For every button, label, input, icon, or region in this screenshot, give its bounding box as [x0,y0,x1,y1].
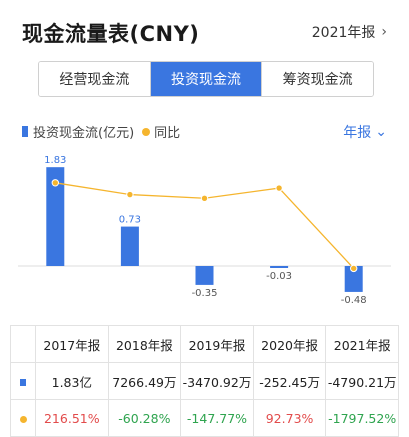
table-header-cell: 2020年报 [252,325,327,363]
table-row: 1.83亿 7266.49万 -3470.92万 -252.45万 -4790.… [10,362,399,400]
legend-bar-label: 投资现金流(亿元) [33,126,135,141]
bar [270,266,289,268]
legend-line-label: 同比 [154,126,181,141]
chevron-down-icon: ⌄ [375,124,387,140]
yoy-point [350,264,358,273]
period-type-label: 年报 [343,125,372,141]
tab-investing-cashflow[interactable]: 投资现金流 [150,62,263,96]
bar [120,226,139,266]
table-header-row: 2017年报 2018年报 2019年报 2020年报 2021年报 [10,325,399,363]
table-cell: -147.77% [180,399,254,437]
row-key-line [10,399,36,437]
table-cell: 1.83亿 [35,362,109,400]
bar-swatch-icon [20,378,26,386]
yoy-point [51,179,59,187]
bar-value-label: -0.35 [192,288,218,299]
table-header-cell: 2019年报 [180,325,254,363]
dot-swatch-icon [19,415,27,423]
bar-value-label: -0.48 [341,295,367,306]
table-header-cell: 2021年报 [325,325,399,363]
table-cell: -4790.21万 [325,362,399,400]
bar-value-label: 0.73 [119,215,141,226]
bar-value-label: -0.03 [266,271,292,282]
legend-bar-swatch [22,126,28,137]
yoy-point [200,194,209,202]
period-select-label: 2021年报 [311,25,376,41]
bar [46,167,65,266]
legend-line-swatch [142,127,151,136]
tab-financing-cashflow[interactable]: 筹资现金流 [262,62,373,96]
yoy-point [126,190,134,199]
row-key-bar [10,362,36,400]
chart-legend: 投资现金流(亿元) 同比 [22,122,180,141]
tab-operating-cashflow[interactable]: 经营现金流 [39,62,151,96]
data-table: 2017年报 2018年报 2019年报 2020年报 2021年报 1.83亿… [10,325,399,437]
tab-bar: 经营现金流 投资现金流 筹资现金流 [38,61,374,97]
chevron-right-icon: › [381,24,387,40]
table-cell: -1797.52% [325,399,399,437]
yoy-point [275,184,283,192]
bar-value-label: 1.83 [44,155,66,166]
table-header-cell: 2018年报 [107,325,182,363]
table-header-cell: 2017年报 [35,325,109,363]
page-title: 现金流量表(CNY) [22,22,200,46]
table-cell: 7266.49万 [107,362,182,400]
table-corner-cell [10,325,36,363]
table-cell: -3470.92万 [180,362,254,400]
table-cell: 92.73% [252,399,327,437]
table-cell: -252.45万 [252,362,327,400]
table-cell: 216.51% [35,399,109,437]
period-select[interactable]: 2021年报 › [312,22,387,42]
bar [195,266,214,285]
period-type-button[interactable]: 年报 ⌄ [343,122,387,142]
bar [344,266,363,292]
table-row: 216.51% -60.28% -147.77% 92.73% -1797.52… [10,399,399,437]
table-cell: -60.28% [107,399,182,437]
cashflow-chart: 1.83 0.73 -0.35 -0.03 -0.48 [18,155,391,306]
